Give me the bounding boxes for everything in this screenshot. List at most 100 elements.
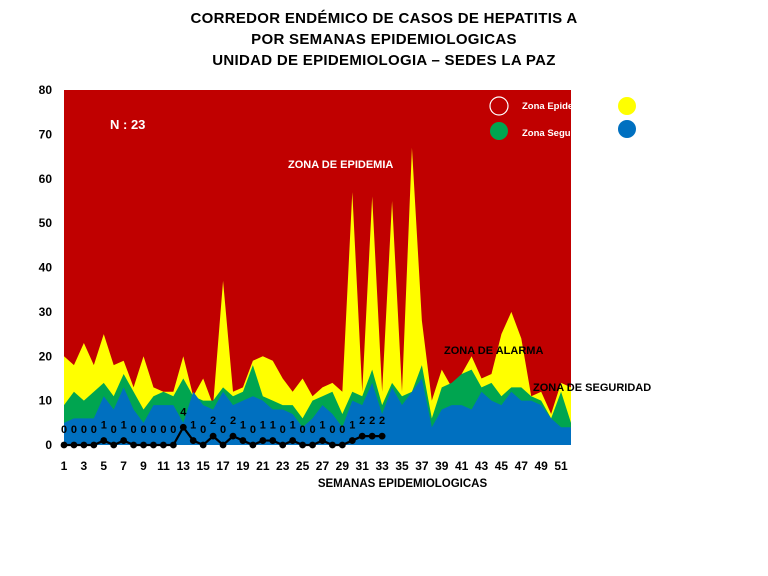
case-point xyxy=(229,432,237,440)
y-tick-label: 70 xyxy=(39,127,53,141)
case-point xyxy=(110,441,118,449)
zone-label-seguridad: ZONA DE SEGURIDAD xyxy=(533,382,651,394)
case-value-label: 0 xyxy=(71,424,77,436)
case-value-label: 2 xyxy=(379,415,385,427)
case-value-label: 1 xyxy=(319,420,325,432)
case-point xyxy=(378,432,386,440)
x-tick-label: 7 xyxy=(120,459,127,473)
case-point xyxy=(249,441,257,449)
case-value-label: 0 xyxy=(140,424,146,436)
x-tick-label: 3 xyxy=(81,459,88,473)
y-tick-label: 0 xyxy=(45,438,52,452)
case-point xyxy=(100,437,108,444)
x-tick-label: 37 xyxy=(415,459,429,473)
case-point xyxy=(140,441,147,449)
case-value-label: 0 xyxy=(131,424,137,436)
case-value-label: 0 xyxy=(61,424,67,436)
case-value-label: 0 xyxy=(329,424,335,436)
case-point xyxy=(199,441,207,449)
legend-marker-2 xyxy=(618,97,636,115)
case-point xyxy=(90,441,98,449)
zone-label-alarma: ZONA DE ALARMA xyxy=(444,345,543,357)
case-value-label: 2 xyxy=(230,415,236,427)
y-tick-label: 20 xyxy=(39,349,53,363)
area-exito xyxy=(64,378,571,445)
x-tick-label: 17 xyxy=(216,459,230,473)
case-value-label: 4 xyxy=(180,406,187,418)
zone-label-exito: ZONA DE EXITO xyxy=(606,420,691,432)
x-tick-label: 19 xyxy=(236,459,250,473)
case-point xyxy=(179,423,187,431)
x-tick-label: 33 xyxy=(375,459,389,473)
case-point xyxy=(239,437,247,444)
legend-label-2: Zona Alarma xyxy=(653,101,711,112)
case-value-label: 1 xyxy=(290,420,296,432)
x-tick-label: 51 xyxy=(554,459,568,473)
sample-size-label: N : 23 xyxy=(110,117,145,132)
y-tick-label: 10 xyxy=(39,394,53,408)
legend-marker-1 xyxy=(489,96,509,116)
case-point xyxy=(299,441,306,449)
case-value-label: 0 xyxy=(339,424,345,436)
x-tick-label: 23 xyxy=(276,459,290,473)
case-point xyxy=(269,437,277,444)
legend-marker-3 xyxy=(490,122,508,140)
case-point xyxy=(259,437,267,444)
case-point xyxy=(289,437,297,444)
zone-label-epidemia: ZONA DE EPIDEMIA xyxy=(288,159,393,171)
x-tick-label: 27 xyxy=(316,459,330,473)
case-value-label: 0 xyxy=(91,424,97,436)
case-point xyxy=(309,441,316,449)
x-tick-label: 9 xyxy=(140,459,147,473)
case-value-label: 1 xyxy=(101,420,107,432)
case-point xyxy=(219,441,227,449)
x-tick-label: 15 xyxy=(196,459,210,473)
case-value-label: 0 xyxy=(160,424,166,436)
legend-marker-4 xyxy=(618,120,636,138)
case-value-label: 1 xyxy=(270,420,276,432)
case-value-label: 1 xyxy=(121,420,127,432)
y-tick-label: 50 xyxy=(39,216,53,230)
case-value-label: 0 xyxy=(309,424,315,436)
legend-label-4: Zona Exito xyxy=(653,128,702,139)
x-tick-label: 13 xyxy=(177,459,191,473)
case-value-label: 1 xyxy=(260,420,266,432)
case-point xyxy=(70,441,78,449)
case-value-label: 0 xyxy=(111,424,117,436)
case-point xyxy=(329,441,336,449)
case-value-label: 1 xyxy=(240,420,246,432)
x-tick-label: 1 xyxy=(61,459,68,473)
x-tick-label: 11 xyxy=(157,459,170,473)
case-point xyxy=(160,441,167,449)
case-value-label: 2 xyxy=(369,415,375,427)
case-point xyxy=(150,441,157,449)
x-axis-title: SEMANAS EPIDEMIOLOGICAS xyxy=(318,478,488,490)
case-value-label: 1 xyxy=(190,420,196,432)
case-value-label: 0 xyxy=(200,424,206,436)
case-value-label: 0 xyxy=(280,424,286,436)
y-tick-label: 30 xyxy=(39,305,53,319)
case-point xyxy=(319,437,326,444)
x-tick-label: 39 xyxy=(435,459,449,473)
case-point xyxy=(348,437,356,444)
x-tick-label: 25 xyxy=(296,459,310,473)
case-point xyxy=(209,432,217,440)
case-point xyxy=(120,437,128,444)
case-point xyxy=(60,441,68,449)
case-value-label: 0 xyxy=(220,424,226,436)
x-tick-label: 41 xyxy=(455,459,469,473)
x-tick-label: 5 xyxy=(100,459,107,473)
case-value-label: 2 xyxy=(359,415,365,427)
case-value-label: 0 xyxy=(81,424,87,436)
case-value-label: 0 xyxy=(170,424,176,436)
y-tick-label: 80 xyxy=(39,83,53,97)
title-line-1: CORREDOR ENDÉMICO DE CASOS DE HEPATITIS … xyxy=(190,10,578,27)
case-point xyxy=(130,441,137,449)
x-tick-label: 31 xyxy=(356,459,370,473)
y-tick-label: 60 xyxy=(39,172,53,186)
legend-label-1: Zona Epidemia xyxy=(522,101,590,112)
case-point xyxy=(189,437,197,444)
case-value-label: 2 xyxy=(210,415,216,427)
case-value-label: 0 xyxy=(250,424,256,436)
